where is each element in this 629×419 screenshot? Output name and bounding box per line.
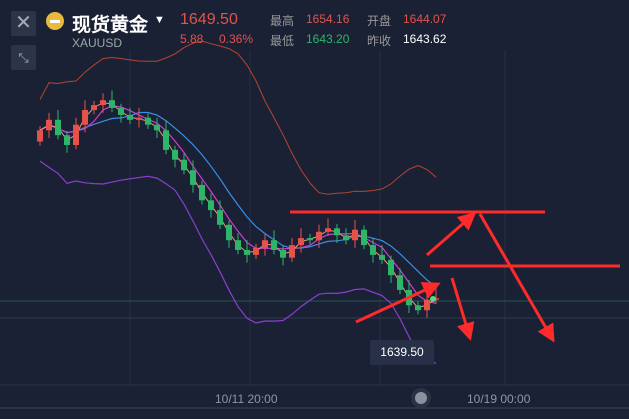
candle-body: [145, 117, 151, 125]
annotation-arrow: [355, 282, 441, 324]
candle-body: [298, 238, 304, 246]
prev-close-label: 昨收: [367, 34, 392, 48]
prev-close-value: 1643.62: [403, 32, 447, 46]
annotation-arrow: [426, 212, 477, 257]
candle-body: [190, 170, 196, 185]
candle-body: [37, 130, 43, 142]
candle-body: [163, 130, 169, 150]
candle-body: [361, 229, 367, 246]
candle-body: [217, 210, 223, 225]
candle-body: [271, 240, 277, 250]
high-label: 最高: [270, 14, 295, 28]
candle-body: [397, 275, 403, 290]
chevron-down-icon[interactable]: ▼: [154, 14, 165, 26]
candle-body: [424, 299, 430, 311]
candle-body: [91, 105, 97, 110]
candle-body: [235, 240, 241, 250]
annotation-arrow: [450, 277, 475, 341]
price-change: 5.88: [180, 32, 204, 46]
low-value: 1643.20: [306, 32, 350, 46]
open-label: 开盘: [367, 14, 392, 28]
candle-body: [325, 228, 331, 232]
ma-line-magenta: [39, 105, 437, 304]
scroll-handle[interactable]: [415, 392, 427, 404]
price-tag: 1639.50: [370, 340, 434, 365]
candle-body: [226, 224, 232, 241]
bollinger-upper: [39, 40, 437, 195]
candle-body: [73, 124, 79, 145]
candle-body: [100, 100, 106, 106]
candle-body: [64, 135, 70, 145]
candle-body: [352, 229, 358, 241]
candle-body: [280, 250, 286, 258]
candle-body: [262, 240, 268, 248]
candle-body: [289, 245, 295, 258]
high-value: 1654.16: [306, 12, 350, 26]
open-value: 1644.07: [403, 12, 447, 26]
candle-body: [199, 184, 205, 201]
instrument-title[interactable]: 现货黄金: [72, 15, 149, 36]
candle-body: [316, 231, 322, 241]
close-icon[interactable]: ✕: [11, 11, 36, 36]
low-label: 最低: [270, 34, 295, 48]
candle-body: [82, 110, 88, 125]
quote-header: ✕ ⤡ ▬ 现货黄金 ▼ XAUUSD 1649.50 5.88 0.36% 最…: [0, 0, 629, 70]
candle-body: [55, 119, 61, 136]
candle-body: [388, 259, 394, 276]
bollinger-lower: [39, 160, 437, 364]
annotation-arrow: [478, 213, 555, 343]
candle-body: [307, 238, 313, 241]
candle-body: [244, 250, 250, 255]
candle-body: [118, 107, 124, 115]
symbol: XAUUSD: [72, 36, 123, 50]
gold-coin-icon: ▬: [46, 12, 64, 30]
current-price-dot: [430, 296, 436, 302]
candle-body: [379, 254, 385, 260]
candle-body: [343, 235, 349, 241]
candle-body: [154, 124, 160, 131]
candle-body: [46, 119, 52, 131]
candle-body: [136, 117, 142, 120]
x-tick-label: 10/11 20:00: [215, 392, 278, 406]
candle-body: [109, 100, 115, 108]
candle-body: [253, 247, 259, 255]
shrink-icon[interactable]: ⤡: [11, 45, 36, 70]
candle-body: [334, 228, 340, 236]
candle-body: [181, 159, 187, 171]
last-price: 1649.50: [180, 11, 238, 28]
candle-body: [415, 305, 421, 311]
candle-body: [127, 114, 133, 120]
x-tick-label: 10/19 00:00: [467, 392, 531, 406]
ma-line-blue: [39, 111, 437, 288]
candle-body: [208, 200, 214, 211]
price-change-pct: 0.36%: [219, 32, 254, 46]
candle-body: [172, 149, 178, 160]
candle-body: [370, 245, 376, 255]
